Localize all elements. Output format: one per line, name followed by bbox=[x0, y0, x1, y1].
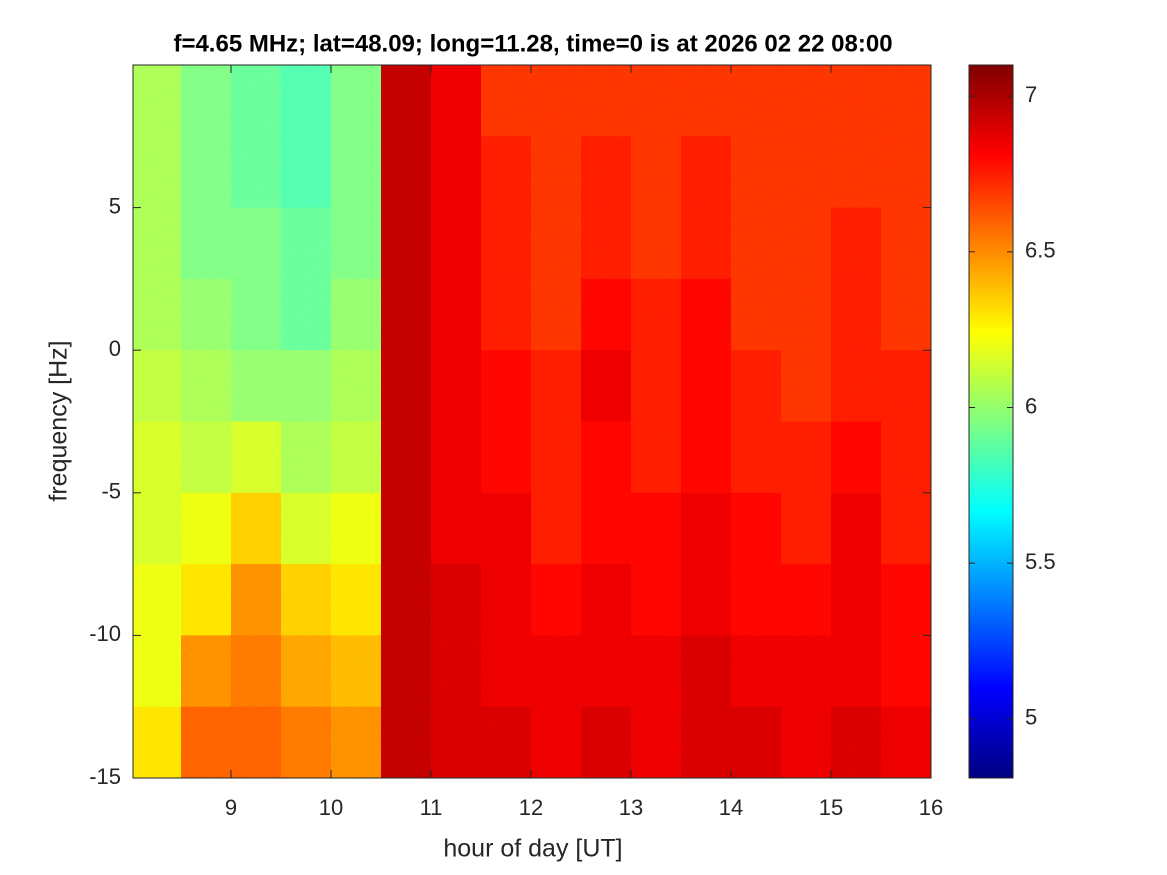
x-tick-label: 13 bbox=[619, 795, 643, 820]
texture bbox=[133, 65, 931, 778]
x-tick-label: 10 bbox=[319, 795, 343, 820]
y-axis-label: frequency [Hz] bbox=[45, 340, 73, 501]
x-axis-label: hour of day [UT] bbox=[443, 835, 622, 863]
colorbar-tick-label: 7 bbox=[1025, 82, 1037, 107]
y-tick-label: 5 bbox=[109, 193, 121, 218]
colorbar bbox=[968, 64, 1014, 779]
colorbar-tick-label: 5 bbox=[1025, 705, 1037, 730]
y-tick-label: 0 bbox=[109, 336, 121, 361]
x-tick-label: 16 bbox=[919, 795, 943, 820]
x-tick-label: 14 bbox=[719, 795, 743, 820]
colorbar-tick-label: 6 bbox=[1025, 393, 1037, 418]
plot-frame bbox=[132, 64, 932, 779]
x-tick-label: 15 bbox=[819, 795, 843, 820]
chart-title: f=4.65 MHz; lat=48.09; long=11.28, time=… bbox=[173, 30, 892, 57]
colorbar-tick-label: 5.5 bbox=[1025, 549, 1056, 574]
y-tick-label: -15 bbox=[89, 764, 121, 789]
x-tick-label: 12 bbox=[519, 795, 543, 820]
colorbar-tick-label: 6.5 bbox=[1025, 238, 1056, 263]
y-tick-label: -5 bbox=[101, 479, 121, 504]
x-tick-label: 9 bbox=[225, 795, 237, 820]
x-tick-label: 11 bbox=[420, 795, 443, 820]
y-tick-label: -10 bbox=[89, 621, 121, 646]
